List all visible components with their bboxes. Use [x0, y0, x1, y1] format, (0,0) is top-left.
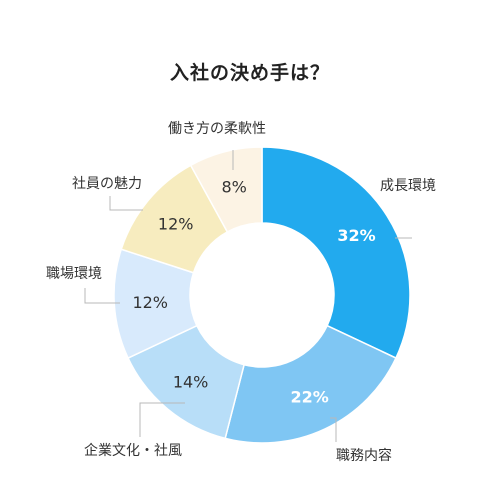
leader-line-4: [84, 288, 120, 304]
slice-value-label-6: 8%: [221, 178, 246, 197]
category-label-5: 社員の魅力: [72, 176, 142, 192]
category-label-4: 職場環境: [46, 266, 102, 282]
slice-value-label-3: 14%: [173, 372, 209, 391]
category-label-1: 成長環境: [380, 178, 436, 194]
slice-6: [189, 146, 263, 233]
slice-value-label-5: 12%: [158, 215, 194, 234]
leader-line-2: [330, 417, 337, 442]
chart-title: 入社の決め手は？: [169, 62, 330, 84]
category-label-3: 企業文化・社風: [84, 442, 182, 459]
slice-value-label-1: 32%: [337, 226, 375, 245]
slice-value-label-4: 12%: [132, 293, 168, 312]
category-label-2: 職務内容: [336, 447, 392, 464]
slice-value-label-2: 22%: [291, 387, 329, 406]
leader-line-5: [109, 196, 143, 211]
slice-2: [224, 324, 397, 444]
category-label-6: 働き方の柔軟性: [168, 121, 266, 137]
leader-line-3: [139, 402, 185, 437]
slice-1: [261, 146, 411, 360]
